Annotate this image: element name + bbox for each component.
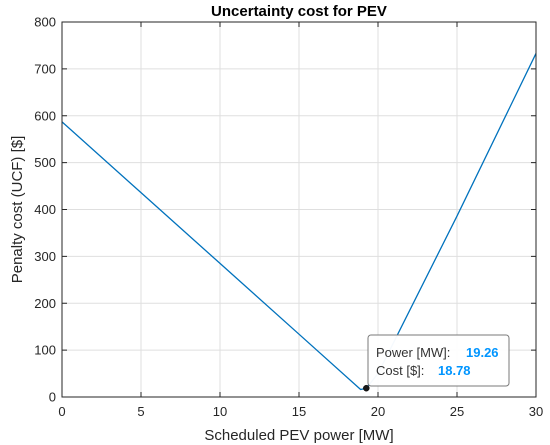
datatip[interactable]: Power [MW]: 19.26 Cost [$]: 18.78: [367, 334, 510, 387]
series-layer: [61, 53, 537, 392]
y-tick-label: 200: [34, 296, 56, 311]
x-tick-label: 30: [529, 404, 543, 419]
datatip-x-value: 19.26: [466, 345, 499, 360]
x-tick-label: 25: [450, 404, 464, 419]
datatip-y-value: 18.78: [438, 363, 471, 378]
y-tick-label: 100: [34, 343, 56, 358]
grid: [62, 22, 536, 397]
y-axis-title: Penalty cost (UCF) [$]: [9, 136, 26, 284]
x-tick-label: 0: [58, 404, 65, 419]
y-tick-label: 0: [49, 390, 56, 405]
x-tick-label: 10: [213, 404, 227, 419]
y-tick-label: 500: [34, 155, 56, 170]
y-tick-label: 300: [34, 249, 56, 264]
y-tick-label: 800: [34, 15, 56, 30]
y-tick-label: 600: [34, 108, 56, 123]
datatip-box: [367, 334, 510, 387]
y-tick-label: 400: [34, 202, 56, 217]
y-tick-label: 700: [34, 61, 56, 76]
datatip-x-label: Power [MW]:: [376, 345, 450, 360]
series-line: [61, 53, 537, 391]
datatip-y-label: Cost [$]:: [376, 363, 424, 378]
x-axis-title: Scheduled PEV power [MW]: [204, 427, 393, 444]
x-tick-label: 20: [371, 404, 385, 419]
x-tick-label: 15: [292, 404, 306, 419]
chart-title: Uncertainty cost for PEV: [211, 3, 387, 20]
datatip-marker[interactable]: [363, 384, 370, 392]
x-tick-label: 5: [137, 404, 144, 419]
